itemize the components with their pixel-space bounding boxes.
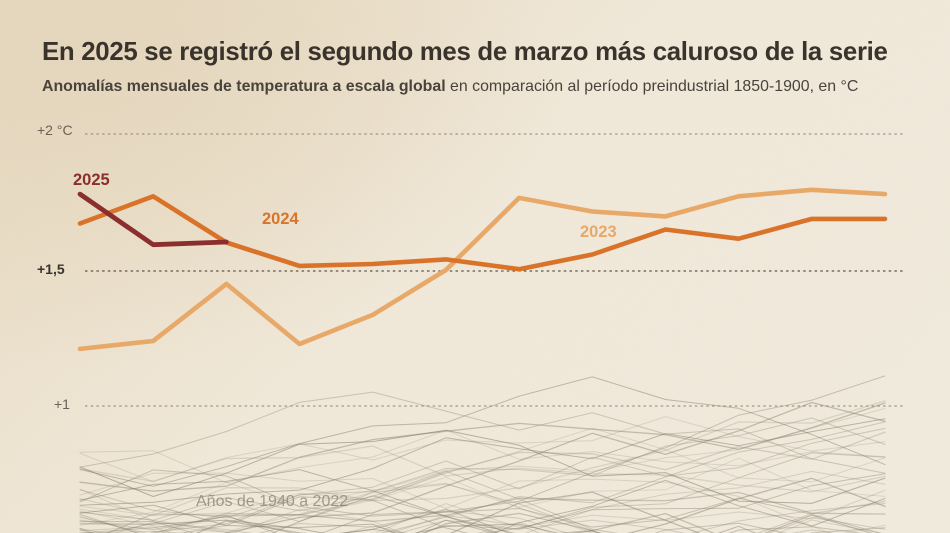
svg-text:2023: 2023 <box>580 223 617 241</box>
svg-text:2025: 2025 <box>73 171 110 189</box>
svg-text:2024: 2024 <box>262 210 300 228</box>
